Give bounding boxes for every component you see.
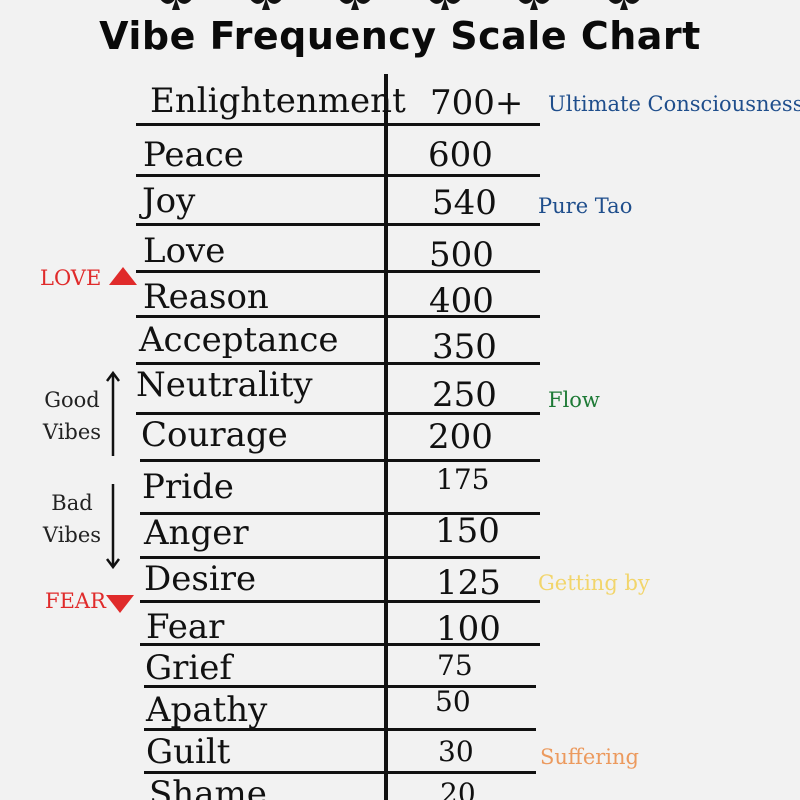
row-divider-line [136, 123, 540, 126]
note-getting-by: Getting by [538, 571, 650, 595]
state-label: Reason [143, 277, 269, 317]
row-divider-line [144, 685, 536, 688]
frequency-value: 400 [429, 281, 494, 321]
row-divider-line [140, 600, 540, 603]
flourish-ornament-icon [608, 0, 639, 10]
row-divider-line [140, 556, 540, 559]
state-label: Pride [142, 467, 234, 507]
row-divider-line [140, 512, 540, 515]
row-divider-line [140, 643, 540, 646]
arrow-down-icon [106, 484, 120, 570]
state-label: Desire [144, 559, 257, 599]
bad-vibes-line2: Vibes [42, 523, 102, 547]
row-divider-line [136, 412, 540, 415]
row-divider-line [136, 223, 540, 226]
decorative-flourish-row [150, 0, 650, 10]
frequency-value: 100 [436, 609, 501, 649]
state-label: Shame [149, 774, 267, 800]
state-label: Neutrality [136, 365, 313, 405]
good-vibes-line2: Vibes [42, 420, 102, 444]
note-ultimate-consciousness: Ultimate Consciousness [548, 92, 800, 116]
frequency-value: 600 [428, 135, 493, 175]
note-suffering: Suffering [540, 745, 639, 769]
state-label: Courage [141, 415, 288, 455]
frequency-value: 500 [429, 235, 494, 275]
state-label: Anger [144, 513, 249, 553]
frequency-value: 200 [428, 417, 493, 457]
row-divider-line [136, 270, 540, 273]
good-vibes-line1: Good [44, 388, 100, 412]
state-label: Enlightenment [150, 81, 406, 121]
row-divider-line [136, 362, 540, 365]
frequency-value: 350 [432, 327, 497, 367]
state-label: Apathy [146, 690, 268, 730]
row-divider-line [136, 174, 540, 177]
frequency-value: 20 [440, 777, 476, 800]
state-label: Joy [142, 181, 196, 221]
frequency-value: 150 [435, 511, 500, 551]
bad-vibes-label: Bad Vibes [37, 487, 107, 551]
good-vibes-label: Good Vibes [37, 384, 107, 448]
state-label: Love [143, 231, 226, 271]
state-label: Peace [143, 135, 244, 175]
flourish-ornament-icon [250, 0, 281, 10]
frequency-value: 50 [435, 685, 471, 718]
flourish-ornament-icon [429, 0, 460, 10]
state-label: Guilt [146, 732, 231, 772]
love-label: LOVE [40, 266, 102, 290]
note-pure-tao: Pure Tao [538, 194, 633, 218]
note-flow: Flow [548, 388, 600, 412]
frequency-value: 125 [436, 563, 501, 603]
triangle-down-icon [106, 595, 134, 613]
flourish-ornament-icon [340, 0, 371, 10]
table-divider-vertical [384, 74, 388, 800]
row-divider-line [136, 315, 540, 318]
row-divider-line [140, 459, 540, 462]
flourish-ornament-icon [519, 0, 550, 10]
state-label: Grief [145, 648, 232, 688]
row-divider-line [144, 728, 536, 731]
fear-label: FEAR [45, 589, 106, 613]
frequency-value: 250 [432, 375, 497, 415]
state-label: Fear [146, 607, 225, 647]
frequency-value: 30 [438, 735, 474, 768]
frequency-value: 175 [436, 463, 490, 496]
frequency-value: 540 [432, 183, 497, 223]
frequency-value: 700+ [430, 83, 524, 123]
triangle-up-icon [109, 267, 137, 285]
page-title: Vibe Frequency Scale Chart [99, 14, 701, 58]
frequency-value: 75 [437, 649, 473, 682]
arrow-up-icon [106, 370, 120, 456]
flourish-ornament-icon [161, 0, 191, 10]
bad-vibes-line1: Bad [51, 491, 93, 515]
row-divider-line [144, 771, 536, 774]
state-label: Acceptance [139, 320, 339, 360]
